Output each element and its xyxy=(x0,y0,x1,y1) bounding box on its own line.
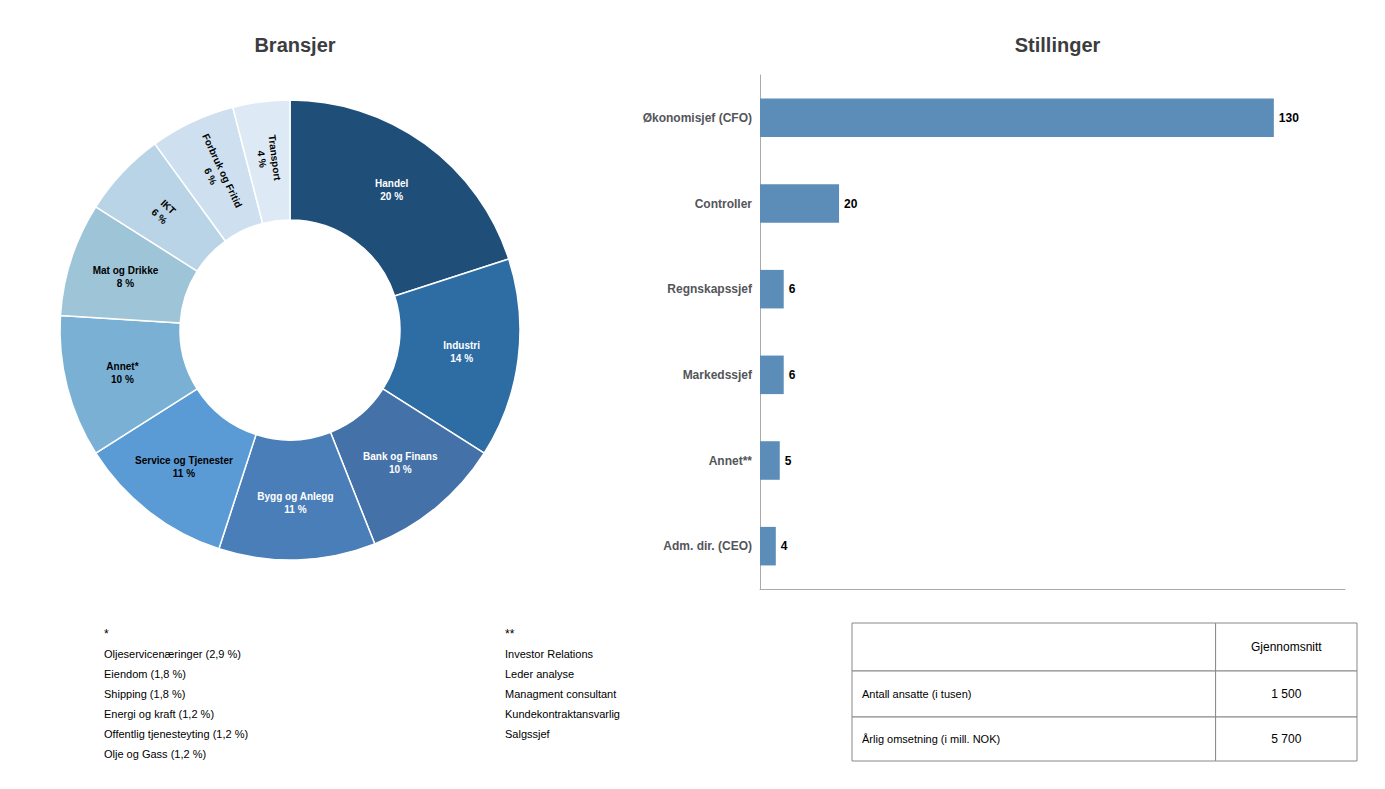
svg-text:6 %: 6 % xyxy=(202,166,219,186)
svg-text:11 %: 11 % xyxy=(284,504,306,515)
svg-text:*: * xyxy=(104,627,109,641)
svg-text:5 700: 5 700 xyxy=(1271,732,1301,746)
svg-text:Offentlig tjenesteyting (1,2 %: Offentlig tjenesteyting (1,2 %) xyxy=(104,728,248,740)
svg-text:Transport: Transport xyxy=(266,134,283,182)
svg-text:6: 6 xyxy=(789,282,796,296)
svg-text:Energi og kraft (1,2 %): Energi og kraft (1,2 %) xyxy=(104,708,214,720)
svg-text:Markedssjef: Markedssjef xyxy=(683,368,753,382)
svg-text:Kundekontraktansvarlig: Kundekontraktansvarlig xyxy=(505,708,620,720)
svg-text:Controller: Controller xyxy=(695,197,753,211)
svg-text:6: 6 xyxy=(789,368,796,382)
svg-text:Mat og Drikke: Mat og Drikke xyxy=(93,265,159,276)
svg-text:Regnskapssjef: Regnskapssjef xyxy=(667,282,753,296)
svg-text:Annet**: Annet** xyxy=(709,454,753,468)
svg-text:Handel: Handel xyxy=(375,178,409,189)
svg-text:11 %: 11 % xyxy=(173,468,195,479)
svg-text:Service og Tjenester: Service og Tjenester xyxy=(135,455,233,466)
svg-text:Annet*: Annet* xyxy=(106,361,138,372)
svg-text:6 %: 6 % xyxy=(149,206,169,226)
svg-text:4 %: 4 % xyxy=(255,150,268,169)
svg-text:Leder analyse: Leder analyse xyxy=(505,668,574,680)
svg-text:14 %: 14 % xyxy=(450,353,473,364)
svg-text:Industri: Industri xyxy=(443,340,480,351)
svg-text:10 %: 10 % xyxy=(389,464,412,475)
svg-text:**: ** xyxy=(505,627,515,641)
svg-text:Shipping (1,8 %): Shipping (1,8 %) xyxy=(104,688,185,700)
svg-text:8 %: 8 % xyxy=(117,278,134,289)
svg-text:Bransjer: Bransjer xyxy=(254,34,335,56)
svg-text:Oljeservicenæringer (2,9 %): Oljeservicenæringer (2,9 %) xyxy=(104,648,241,660)
svg-text:4: 4 xyxy=(781,539,788,553)
svg-text:130: 130 xyxy=(1279,111,1299,125)
svg-text:Eiendom (1,8 %): Eiendom (1,8 %) xyxy=(104,668,186,680)
svg-text:1 500: 1 500 xyxy=(1271,687,1301,701)
svg-text:10 %: 10 % xyxy=(111,374,134,385)
svg-text:Bank og Finans: Bank og Finans xyxy=(363,451,438,462)
svg-text:Økonomisjef (CFO): Økonomisjef (CFO) xyxy=(643,111,752,125)
svg-text:Managment consultant: Managment consultant xyxy=(505,688,616,700)
svg-text:Olje og Gass (1,2 %): Olje og Gass (1,2 %) xyxy=(104,748,206,760)
svg-text:5: 5 xyxy=(785,454,792,468)
svg-text:IKT: IKT xyxy=(158,197,178,217)
svg-text:Salgssjef: Salgssjef xyxy=(505,728,551,740)
svg-text:Adm. dir. (CEO): Adm. dir. (CEO) xyxy=(663,539,752,553)
svg-text:Gjennomsnitt: Gjennomsnitt xyxy=(1251,640,1322,654)
svg-text:Investor Relations: Investor Relations xyxy=(505,648,594,660)
svg-text:20: 20 xyxy=(844,197,858,211)
svg-text:Antall ansatte (i tusen): Antall ansatte (i tusen) xyxy=(862,688,971,700)
svg-text:Bygg og Anlegg: Bygg og Anlegg xyxy=(257,491,333,502)
svg-text:Forbruk og Fritid: Forbruk og Fritid xyxy=(200,132,244,210)
svg-text:Stillinger: Stillinger xyxy=(1015,34,1101,56)
svg-text:Årlig omsetning (i mill. NOK): Årlig omsetning (i mill. NOK) xyxy=(862,733,1000,745)
svg-text:20 %: 20 % xyxy=(380,191,403,202)
